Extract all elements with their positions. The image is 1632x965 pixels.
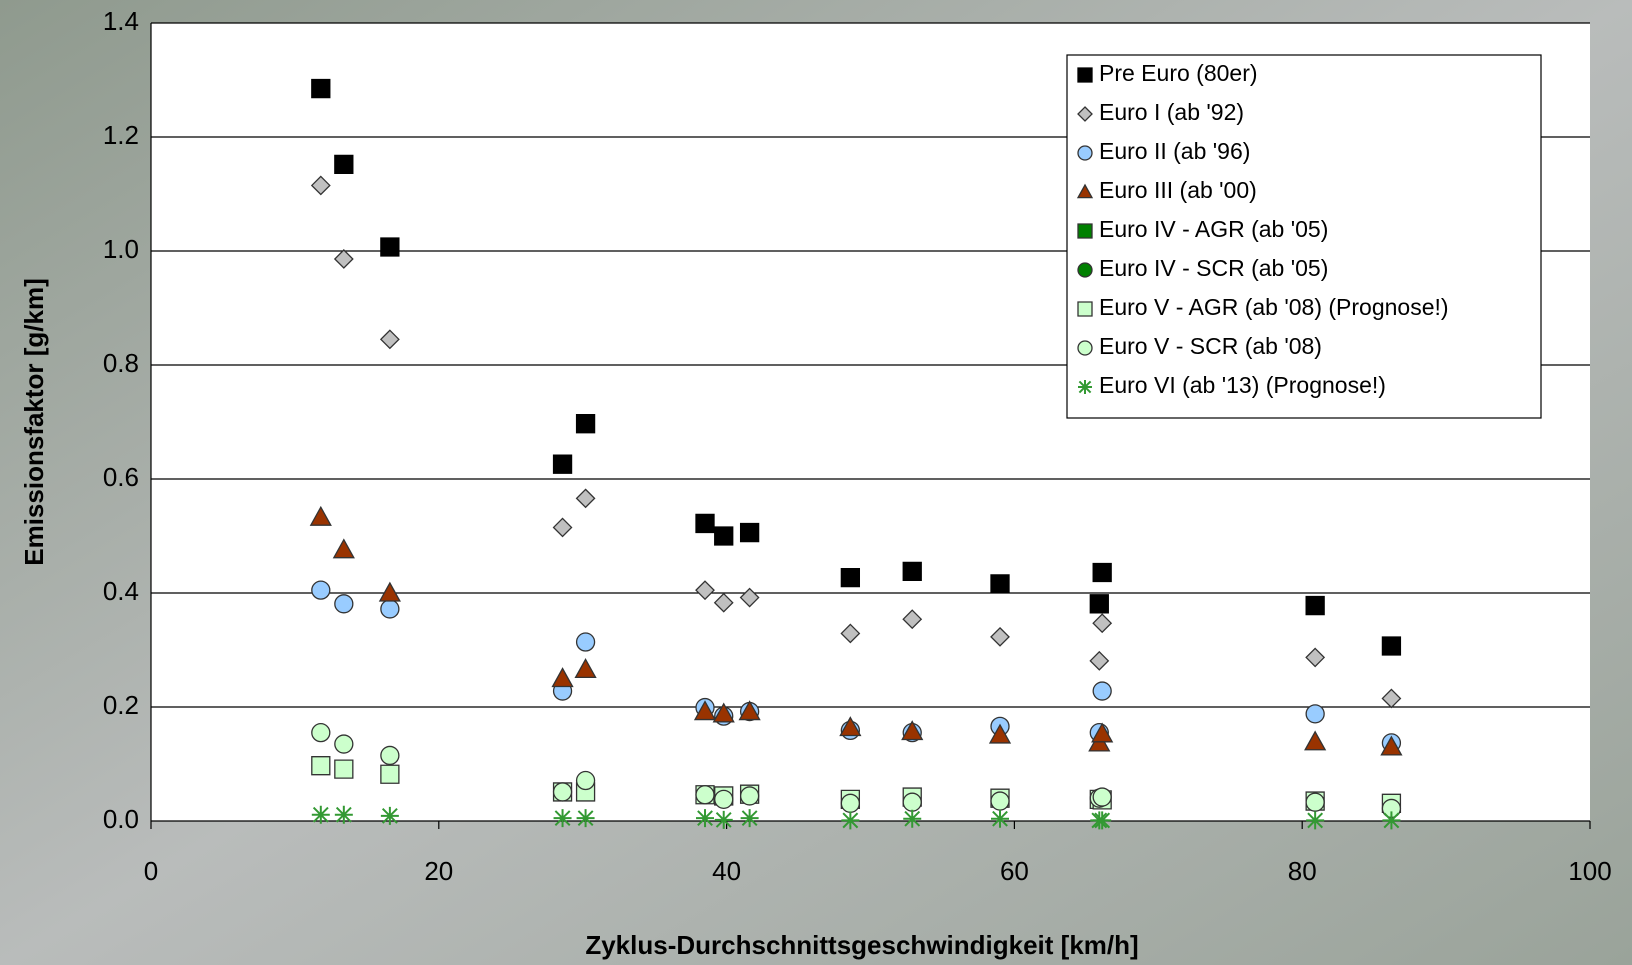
point	[696, 514, 714, 532]
point	[312, 724, 330, 742]
legend-label: Pre Euro (80er)	[1099, 60, 1258, 86]
point	[903, 562, 921, 580]
point	[381, 746, 399, 764]
point	[715, 527, 733, 545]
point	[903, 793, 921, 811]
y-tick-label: 1.2	[103, 120, 139, 150]
y-tick-label: 0.2	[103, 690, 139, 720]
point	[741, 809, 759, 827]
point	[554, 455, 572, 473]
point	[335, 806, 353, 824]
legend-marker	[1078, 68, 1092, 82]
y-tick-label: 0.8	[103, 348, 139, 378]
legend-label: Euro I (ab '92)	[1099, 99, 1244, 125]
legend-label: Euro III (ab '00)	[1099, 177, 1257, 203]
point	[741, 787, 759, 805]
point	[741, 524, 759, 542]
point	[577, 809, 595, 827]
point	[1306, 705, 1324, 723]
point	[1090, 595, 1108, 613]
point	[841, 811, 859, 829]
legend-label: Euro IV - AGR (ab '05)	[1099, 216, 1328, 242]
point	[841, 794, 859, 812]
x-tick-label: 0	[144, 856, 158, 886]
y-tick-label: 0.6	[103, 462, 139, 492]
point	[715, 790, 733, 808]
x-axis-label: Zyklus-Durchschnittsgeschwindigkeit [km/…	[585, 930, 1138, 960]
x-tick-label: 100	[1568, 856, 1611, 886]
point	[1306, 597, 1324, 615]
legend-label: Euro V - AGR (ab '08) (Prognose!)	[1099, 294, 1449, 320]
point	[577, 633, 595, 651]
page: Zyklus-Durchschnittsgeschwindigkeit [km/…	[0, 0, 1632, 965]
y-tick-label: 1.4	[103, 6, 139, 36]
legend-marker	[1078, 341, 1092, 355]
point	[577, 772, 595, 790]
point	[381, 238, 399, 256]
point	[335, 155, 353, 173]
x-tick-label: 40	[712, 856, 741, 886]
point	[335, 735, 353, 753]
point	[991, 810, 1009, 828]
point	[1306, 793, 1324, 811]
point	[312, 757, 330, 775]
point	[696, 809, 714, 827]
y-tick-label: 1.0	[103, 234, 139, 264]
y-axis-label: Emissionsfaktor [g/km]	[19, 278, 49, 566]
point	[1382, 811, 1400, 829]
point	[312, 581, 330, 599]
y-tick-label: 0.0	[103, 804, 139, 834]
point	[903, 810, 921, 828]
point	[335, 760, 353, 778]
legend-marker	[1078, 302, 1092, 316]
point	[312, 80, 330, 98]
legend-label: Euro II (ab '96)	[1099, 138, 1250, 164]
point	[696, 786, 714, 804]
point	[841, 569, 859, 587]
legend-marker	[1078, 380, 1092, 394]
point	[991, 792, 1009, 810]
legend-marker	[1078, 146, 1092, 160]
point	[1093, 811, 1111, 829]
point	[381, 765, 399, 783]
point	[1382, 637, 1400, 655]
legend-label: Euro IV - SCR (ab '05)	[1099, 255, 1328, 281]
x-tick-label: 20	[424, 856, 453, 886]
legend-marker	[1078, 224, 1092, 238]
x-tick-label: 60	[1000, 856, 1029, 886]
point	[991, 575, 1009, 593]
point	[381, 807, 399, 825]
point	[554, 809, 572, 827]
point	[381, 600, 399, 618]
point	[577, 415, 595, 433]
point	[1093, 682, 1111, 700]
point	[335, 595, 353, 613]
point	[312, 806, 330, 824]
y-tick-label: 0.4	[103, 576, 139, 606]
legend: Pre Euro (80er) Euro I (ab '92) Euro II (a…	[1067, 55, 1541, 418]
point	[554, 783, 572, 801]
legend-label: Euro VI (ab '13) (Prognose!)	[1099, 372, 1386, 398]
legend-label: Euro V - SCR (ab '08)	[1099, 333, 1322, 359]
point	[1093, 788, 1111, 806]
point	[715, 811, 733, 829]
x-tick-label: 80	[1288, 856, 1317, 886]
chart: Zyklus-Durchschnittsgeschwindigkeit [km/…	[0, 0, 1632, 965]
legend-marker	[1078, 263, 1092, 277]
point	[1306, 811, 1324, 829]
point	[1093, 563, 1111, 581]
